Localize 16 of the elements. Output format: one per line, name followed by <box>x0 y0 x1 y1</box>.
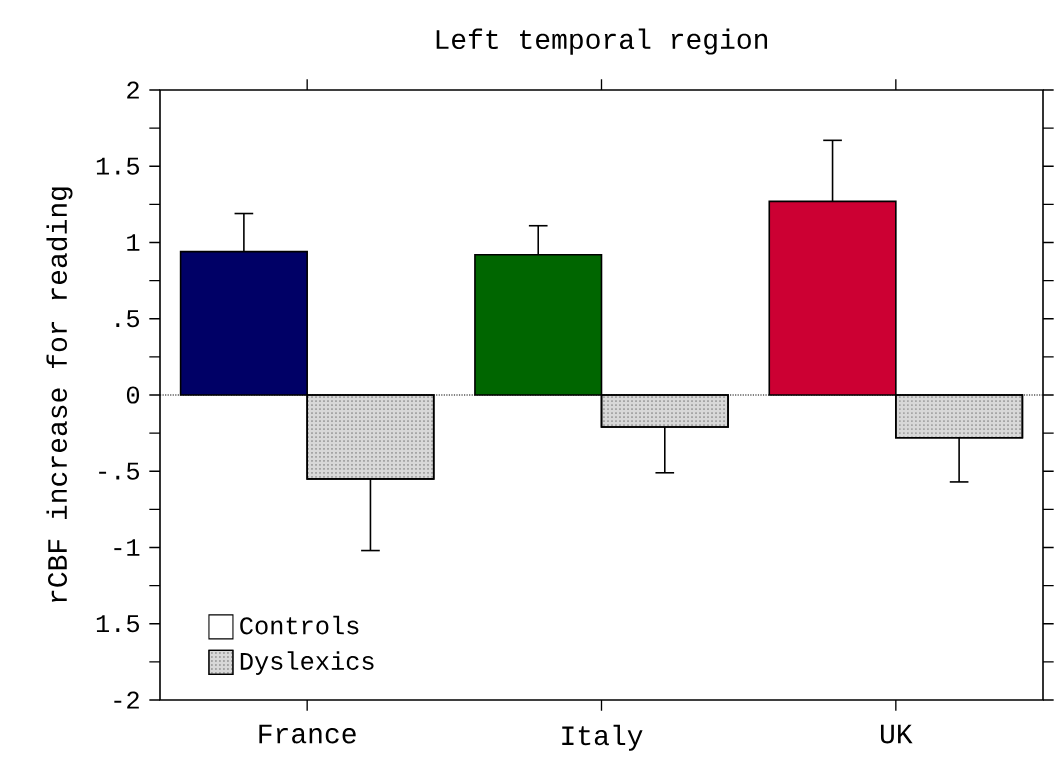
chart-title: Left temporal region <box>436 28 768 55</box>
y-tick-label: 1 <box>127 234 140 251</box>
legend-label: Controls <box>240 615 359 635</box>
y-tick-label: .5 <box>116 310 140 328</box>
y-tick-label: 2 <box>127 81 139 99</box>
x-tick-label: UK <box>880 724 913 744</box>
x-tick-label: France <box>259 724 356 744</box>
y-tick-label: -.5 <box>99 462 140 480</box>
y-axis-title: rCBF increase for reading <box>46 187 73 602</box>
y-tick-label: -1 <box>114 539 140 556</box>
y-tick-label: 0 <box>126 386 140 404</box>
y-tick-label: 1.5 <box>96 157 140 175</box>
y-tick-label: 1.5 <box>96 615 140 633</box>
y-tick-label: -2 <box>114 691 139 709</box>
legend-label: Dyslexics <box>240 651 374 675</box>
x-tick-label: Italy <box>562 724 643 751</box>
